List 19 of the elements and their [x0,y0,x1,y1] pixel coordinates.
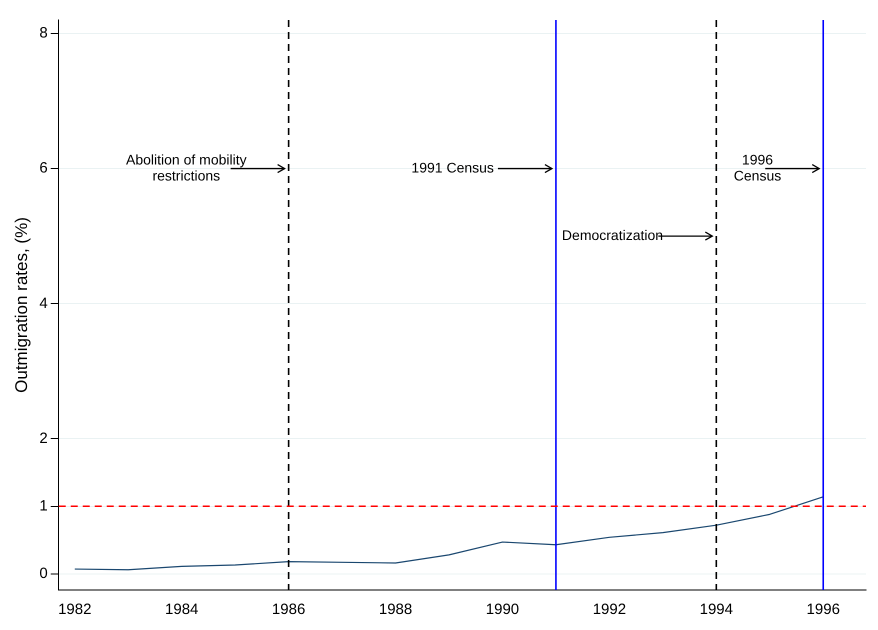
x-tick-label: 1996 [806,601,840,618]
annotation: Democratization [562,226,664,243]
y-tick-label: 8 [39,24,48,42]
annotation: 1996 Census [734,151,782,184]
annotation: 1991 Census [411,159,494,176]
y-tick-label: 2 [39,430,48,447]
y-tick-label: 1 [39,497,48,514]
x-tick-label: 1984 [165,601,198,618]
x-tick-label: 1992 [592,601,626,618]
x-tick-label: 1990 [486,601,520,618]
y-tick-label: 4 [39,294,48,312]
x-tick-label: 1988 [378,601,412,618]
y-axis-title: Outmigration rates, (%) [12,217,31,393]
x-tick-label: 1986 [272,601,306,618]
annotation: Abolition of mobility restrictions [126,151,247,184]
y-tick-label: 0 [39,564,48,582]
y-tick-label: 6 [39,160,48,177]
x-tick-label: 1994 [700,601,733,618]
x-tick-label: 1982 [58,601,92,618]
